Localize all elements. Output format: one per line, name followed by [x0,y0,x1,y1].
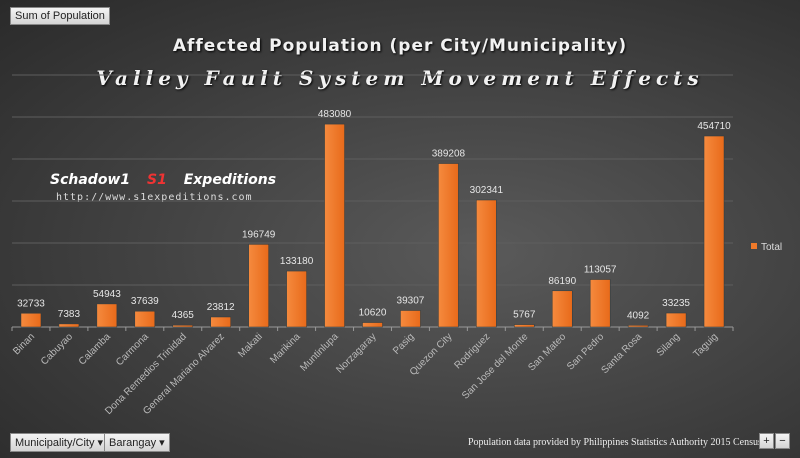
x-tick-label: Marikina [268,331,303,366]
x-tick-label: Cabuyao [39,331,75,367]
bar-san-mateo [551,290,573,328]
bar-taguig [703,135,725,328]
zoom-out-button[interactable]: − [775,433,790,449]
x-tick-label: San Jose del Monte [460,331,531,402]
bar-binan [20,313,42,328]
watermark-url: http://www.s1expeditions.com [56,192,253,203]
legend-label: Total [761,242,782,253]
filter-label: Municipality/City [15,437,95,449]
chart-subtitle: Valley Fault System Movement Effects [96,66,704,90]
x-tick-label: General Mariano Alvarez [141,331,227,417]
bar-san-pedro [589,279,611,328]
chart-title: Affected Population (per City/Municipali… [172,36,628,56]
watermark-left: Schadow1 [50,172,131,188]
data-label: 196749 [242,229,276,240]
bar-norzagaray [362,322,383,328]
data-label: 54943 [93,289,121,300]
watermark-emblem-icon: S1 [147,172,167,188]
filter-label: Barangay [109,437,157,449]
x-tick-label: Binan [11,331,37,357]
watermark-logo: Schadow1 S1 Expeditions http://www.s1exp… [50,172,276,204]
x-tick-label: Taguig [692,331,721,360]
bar-pasig [400,310,421,328]
bar-general-mariano-alvarez [210,316,231,328]
data-label: 483080 [318,109,352,120]
data-label: 86190 [548,276,576,287]
bar-cabuyao [58,323,80,328]
data-label: 454710 [697,121,731,132]
data-label: 302341 [470,185,504,196]
legend-swatch [751,243,757,249]
data-label: 10620 [359,308,387,319]
data-label: 133180 [280,256,314,267]
x-tick-label: Rodriguez [452,331,492,371]
bar-calamba [96,303,118,328]
bar-san-jose-del-monte [514,324,535,328]
dropdown-arrow-icon: ▾ [97,437,104,449]
x-tick-label: Norzagaray [334,331,378,375]
bar-quezon-city [438,163,459,328]
bar-dona-remedios-trinidad [172,324,194,328]
sum-of-population-button[interactable]: Sum of Population [10,7,110,25]
data-label: 4092 [627,310,650,321]
x-tick-label: Pasig [391,331,416,356]
data-label: 5767 [513,310,536,321]
bar-santa-rosa [627,325,649,328]
bar-silang [665,312,687,328]
x-tick-label: Silang [655,331,682,358]
footnote: Population data provided by Philippines … [468,437,762,448]
x-tick-label: Makati [236,331,265,360]
x-tick-label: Carmona [114,331,151,368]
bar-rodriguez [476,199,497,328]
data-label: 39307 [397,295,425,306]
data-label: 37639 [131,296,159,307]
data-label: 33235 [662,298,690,309]
zoom-in-button[interactable]: + [759,433,774,449]
filter-barangay[interactable]: Barangay ▾ [104,433,170,452]
bar-makati [248,244,269,328]
dropdown-arrow-icon: ▾ [159,437,165,449]
bar-marikina [286,270,307,328]
bar-muntinlupa [324,123,345,328]
x-tick-label: Santa Rosa [600,331,645,376]
watermark-right: Expeditions [183,172,277,188]
data-label: 4365 [172,310,195,321]
x-tick-label: Calamba [77,331,113,367]
filter-municipality-city[interactable]: Municipality/City ▾ [10,433,109,452]
data-label: 389208 [432,149,466,160]
data-label: 23812 [207,302,235,313]
data-label: 7383 [58,309,81,320]
data-label: 113057 [584,265,617,276]
data-label: 32733 [17,298,45,309]
x-tick-label: San Mateo [526,331,568,373]
bar-carmona [134,310,156,328]
